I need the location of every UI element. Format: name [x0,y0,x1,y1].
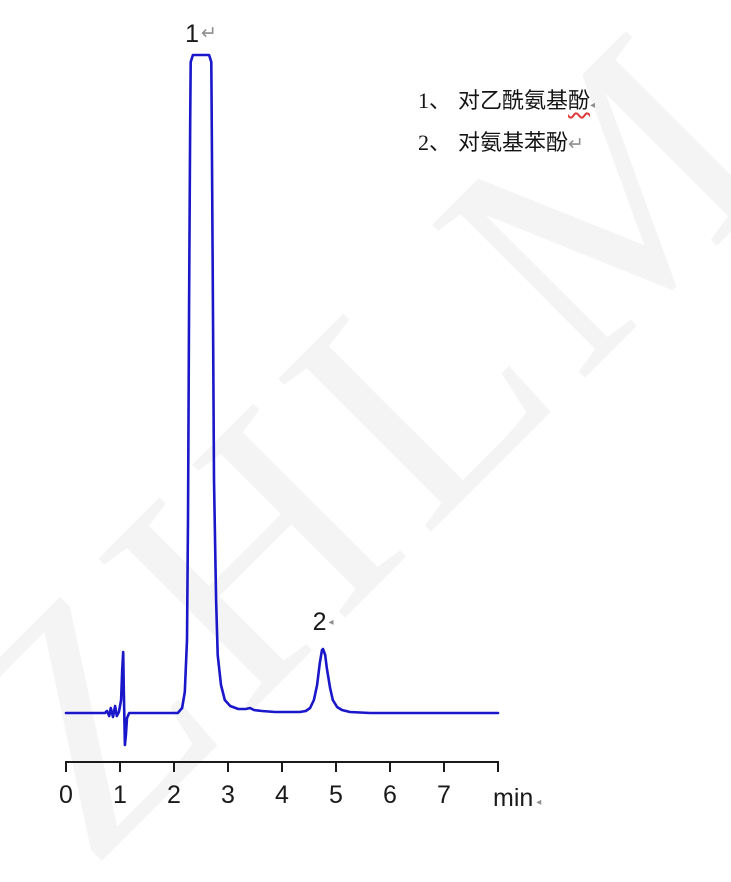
x-tick-label: 5 [329,781,343,809]
small-mark-icon: ◂ [590,100,596,111]
peak-1-label: 1 ↵ [185,22,217,47]
legend-item-2: 2、 对氨基苯酚 ↵ [418,122,595,164]
x-axis-unit-text: min [493,784,534,812]
small-mark-icon: ◂ [328,617,334,628]
x-tick-label: 4 [275,781,289,809]
x-tick-label: 7 [437,781,451,809]
legend-item-2-text: 对氨基苯酚 [458,130,569,155]
x-tick-label: 3 [221,781,235,809]
x-tick-label: 2 [167,781,181,809]
legend-item-1-text: 对乙酰氨基 [458,88,569,113]
legend-item-2-number: 2、 [418,130,452,155]
x-axis-unit-label: min ◂ [493,786,541,811]
x-tick-label: 0 [59,781,73,809]
small-mark-icon: ◂ [536,796,542,808]
x-tick-label: 6 [383,781,397,809]
peak-1-number: 1 [185,20,199,48]
legend: 1、 对乙酰氨基 酚 ◂ 2、 对氨基苯酚 ↵ [418,80,595,164]
peak-2-number: 2 [312,608,327,636]
return-mark-icon: ↵ [200,23,217,44]
legend-item-1: 1、 对乙酰氨基 酚 ◂ [418,80,595,122]
peak-2-label: 2 ◂ [313,610,334,635]
x-tick-label: 1 [113,781,127,809]
legend-item-1-number: 1、 [418,88,452,113]
chromatogram-trace [64,53,500,747]
return-mark-icon: ↵ [568,134,584,155]
legend-item-1-misspelled-char: 酚 [568,88,591,113]
